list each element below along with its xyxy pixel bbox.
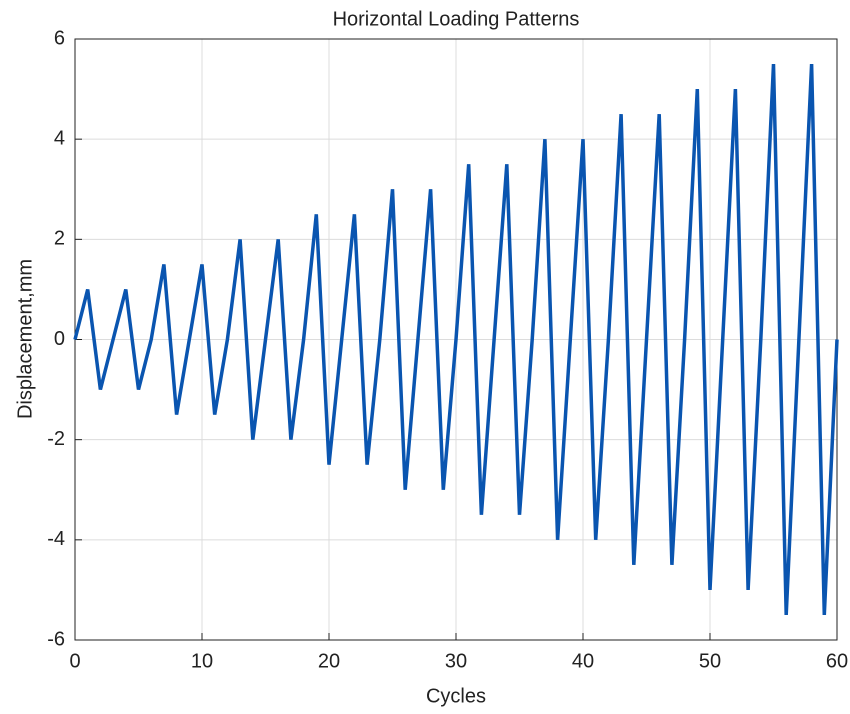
chart-title: Horizontal Loading Patterns (333, 8, 580, 30)
y-tick-label: 0 (54, 328, 65, 350)
y-tick-label: 2 (54, 228, 65, 250)
x-tick-label: 40 (572, 650, 594, 672)
x-tick-label: 50 (699, 650, 721, 672)
x-axis-label: Cycles (426, 685, 486, 707)
y-tick-label: -6 (47, 628, 65, 650)
y-tick-label: -4 (47, 528, 65, 550)
x-tick-label: 0 (69, 650, 80, 672)
y-axis-label: Displacement,mm (14, 259, 36, 419)
y-tick-label: 6 (54, 27, 65, 49)
x-tick-label: 20 (318, 650, 340, 672)
x-tick-label: 60 (826, 650, 848, 672)
y-tick-label: -2 (47, 428, 65, 450)
data-line (73, 63, 839, 616)
x-tick-label: 30 (445, 650, 467, 672)
x-tick-label: 10 (191, 650, 213, 672)
y-tick-label: 4 (54, 127, 65, 149)
